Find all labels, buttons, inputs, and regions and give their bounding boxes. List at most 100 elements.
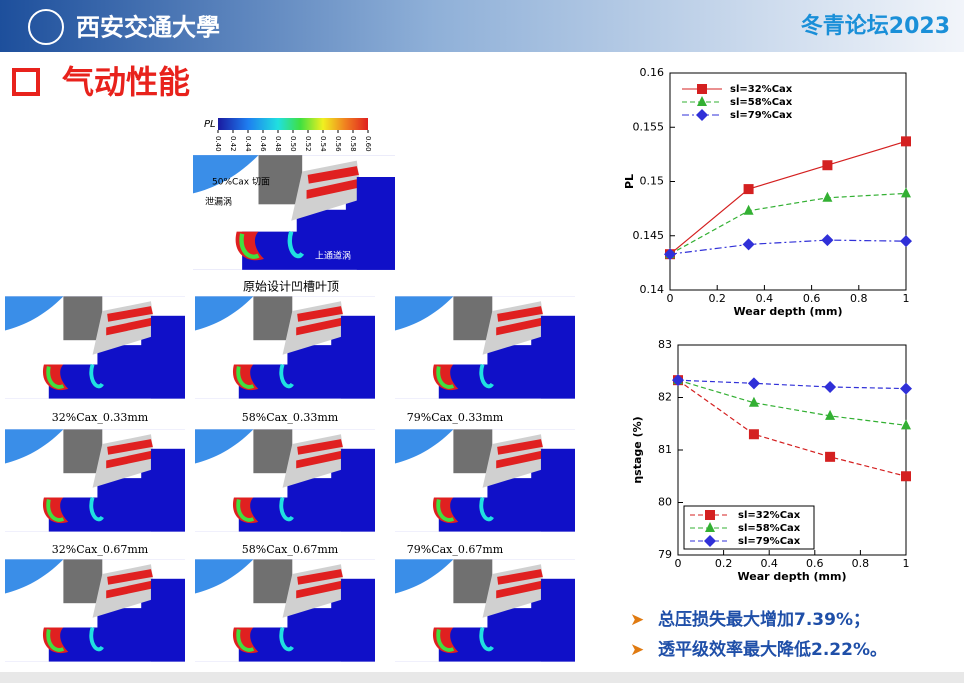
contour-panel [195,428,375,533]
contour-panels: 32%Cax_0.33mm 58%Cax_0.33mm 79%Cax_0.33mm 3… [5,295,575,685]
marker [672,374,684,387]
y-tick-label: 80 [658,496,672,509]
colorbar-tick-label: 0.42 [229,136,237,152]
title-bullet [12,68,40,96]
marker [743,204,754,215]
annotation: 50%Cax 切面 [212,177,270,188]
colorbar-tick-label: 0.40 [214,136,222,152]
marker [901,187,911,198]
colorbar-tick-label: 0.48 [274,136,282,152]
forum-name: 冬青论坛2023 [801,13,950,39]
marker [822,191,833,202]
colorbar-tick-label: 0.52 [304,136,312,152]
colorbar: PL 0.40 0.42 0.44 0.46 0.48 0.50 0.52 0.54 0.56 0… [204,118,372,152]
x-tick-label: 0.8 [850,292,868,305]
y-tick-label: 79 [658,548,672,561]
x-tick-label: 0.4 [760,557,778,570]
contour-panel [395,428,575,533]
y-tick-label: 0.15 [640,175,665,188]
legend-marker [697,84,707,94]
bullet-arrow: ➤ [630,640,644,660]
bullet: 透平级效率最大降低2.22%。 [658,639,887,660]
legend-label: sl=79%Cax [730,110,793,121]
series-line [669,192,907,255]
marker [901,136,911,147]
x-axis-label: Wear depth (mm) [734,305,843,318]
legend-marker [704,535,716,547]
panel-caption: 79%Cax_0.67mm [407,543,504,556]
colorbar-label: PL [204,119,216,130]
legend-marker [697,96,707,106]
marker [900,382,912,395]
contour-panel [5,428,185,533]
colorbar-tick-label: 0.60 [364,136,372,152]
x-tick-label: 0 [667,292,674,305]
legend-marker [696,109,708,121]
colorbar-tick-label: 0.56 [334,136,342,152]
series-line [669,140,907,255]
x-tick-label: 1 [903,557,910,570]
series-line [669,239,907,255]
series-line [677,379,907,477]
legend-label: sl=79%Cax [738,536,801,547]
panel-caption: 32%Cax_0.33mm [52,411,149,424]
panel-caption: 58%Cax_0.33mm [242,411,339,424]
y-tick-label: 0.16 [640,66,665,79]
colorbar-tick-label: 0.50 [289,136,297,152]
marker [743,184,754,195]
legend-label: sl=32%Cax [730,84,793,95]
marker [664,248,676,261]
series-line [677,379,907,426]
y-tick-label: 83 [658,338,672,351]
x-axis-label: Wear depth (mm) [738,570,847,583]
marker [742,238,755,251]
legend-marker [705,522,715,532]
y-axis-label: PL [623,174,636,189]
university-name: 西安交通大學 [76,13,220,42]
bullet: 总压损失最大增加7.39%； [658,609,870,630]
marker [748,429,759,440]
marker [901,471,911,482]
colorbar-gradient [218,118,368,130]
panel-caption: 58%Cax_0.67mm [242,543,339,556]
legend-label: sl=58%Cax [730,97,793,108]
main-caption: 原始设计凹槽叶顶 [243,280,339,294]
annotation: 上通道涡 [315,250,351,262]
panel-caption: 32%Cax_0.67mm [52,543,149,556]
x-tick-label: 0.6 [806,557,824,570]
y-tick-label: 81 [658,443,672,456]
slide-title: 气动性能 [62,63,190,101]
colorbar-tick-label: 0.58 [349,136,357,152]
line-chart: 0 0.2 0.4 0.6 0.8 1 79 80 81 82 83 Wear depth (mm) η… [631,338,912,583]
colorbar-tick-label: 0.54 [319,136,327,152]
legend-marker [705,510,715,520]
marker [822,160,833,171]
contour-panel [5,558,185,663]
x-tick-label: 0 [675,557,682,570]
logo [28,9,64,45]
x-tick-label: 1 [903,292,910,305]
contour-panel [395,558,575,663]
y-tick-label: 0.145 [633,229,665,242]
y-axis-label: ηstage (%) [631,416,644,483]
line-chart: 0 0.2 0.4 0.6 0.8 1 0.14 0.145 0.15 0.155 0.16 Wear… [623,66,912,318]
legend-label: sl=58%Cax [738,523,801,534]
y-tick-label: 0.14 [640,283,665,296]
marker [821,234,834,247]
contour-panel [5,295,185,400]
x-tick-label: 0.8 [852,557,870,570]
colorbar-tick-label: 0.44 [244,136,252,152]
bullet-arrow: ➤ [630,610,644,630]
x-tick-label: 0.4 [756,292,774,305]
x-tick-label: 0.2 [708,292,726,305]
contour-panel [395,295,575,400]
marker [825,409,836,420]
contour-panel [195,295,375,400]
contour-panel [195,558,375,663]
series-line [677,379,907,390]
marker [901,419,911,430]
annotation: 泄漏涡 [205,196,232,208]
bottom-bar [0,672,964,683]
